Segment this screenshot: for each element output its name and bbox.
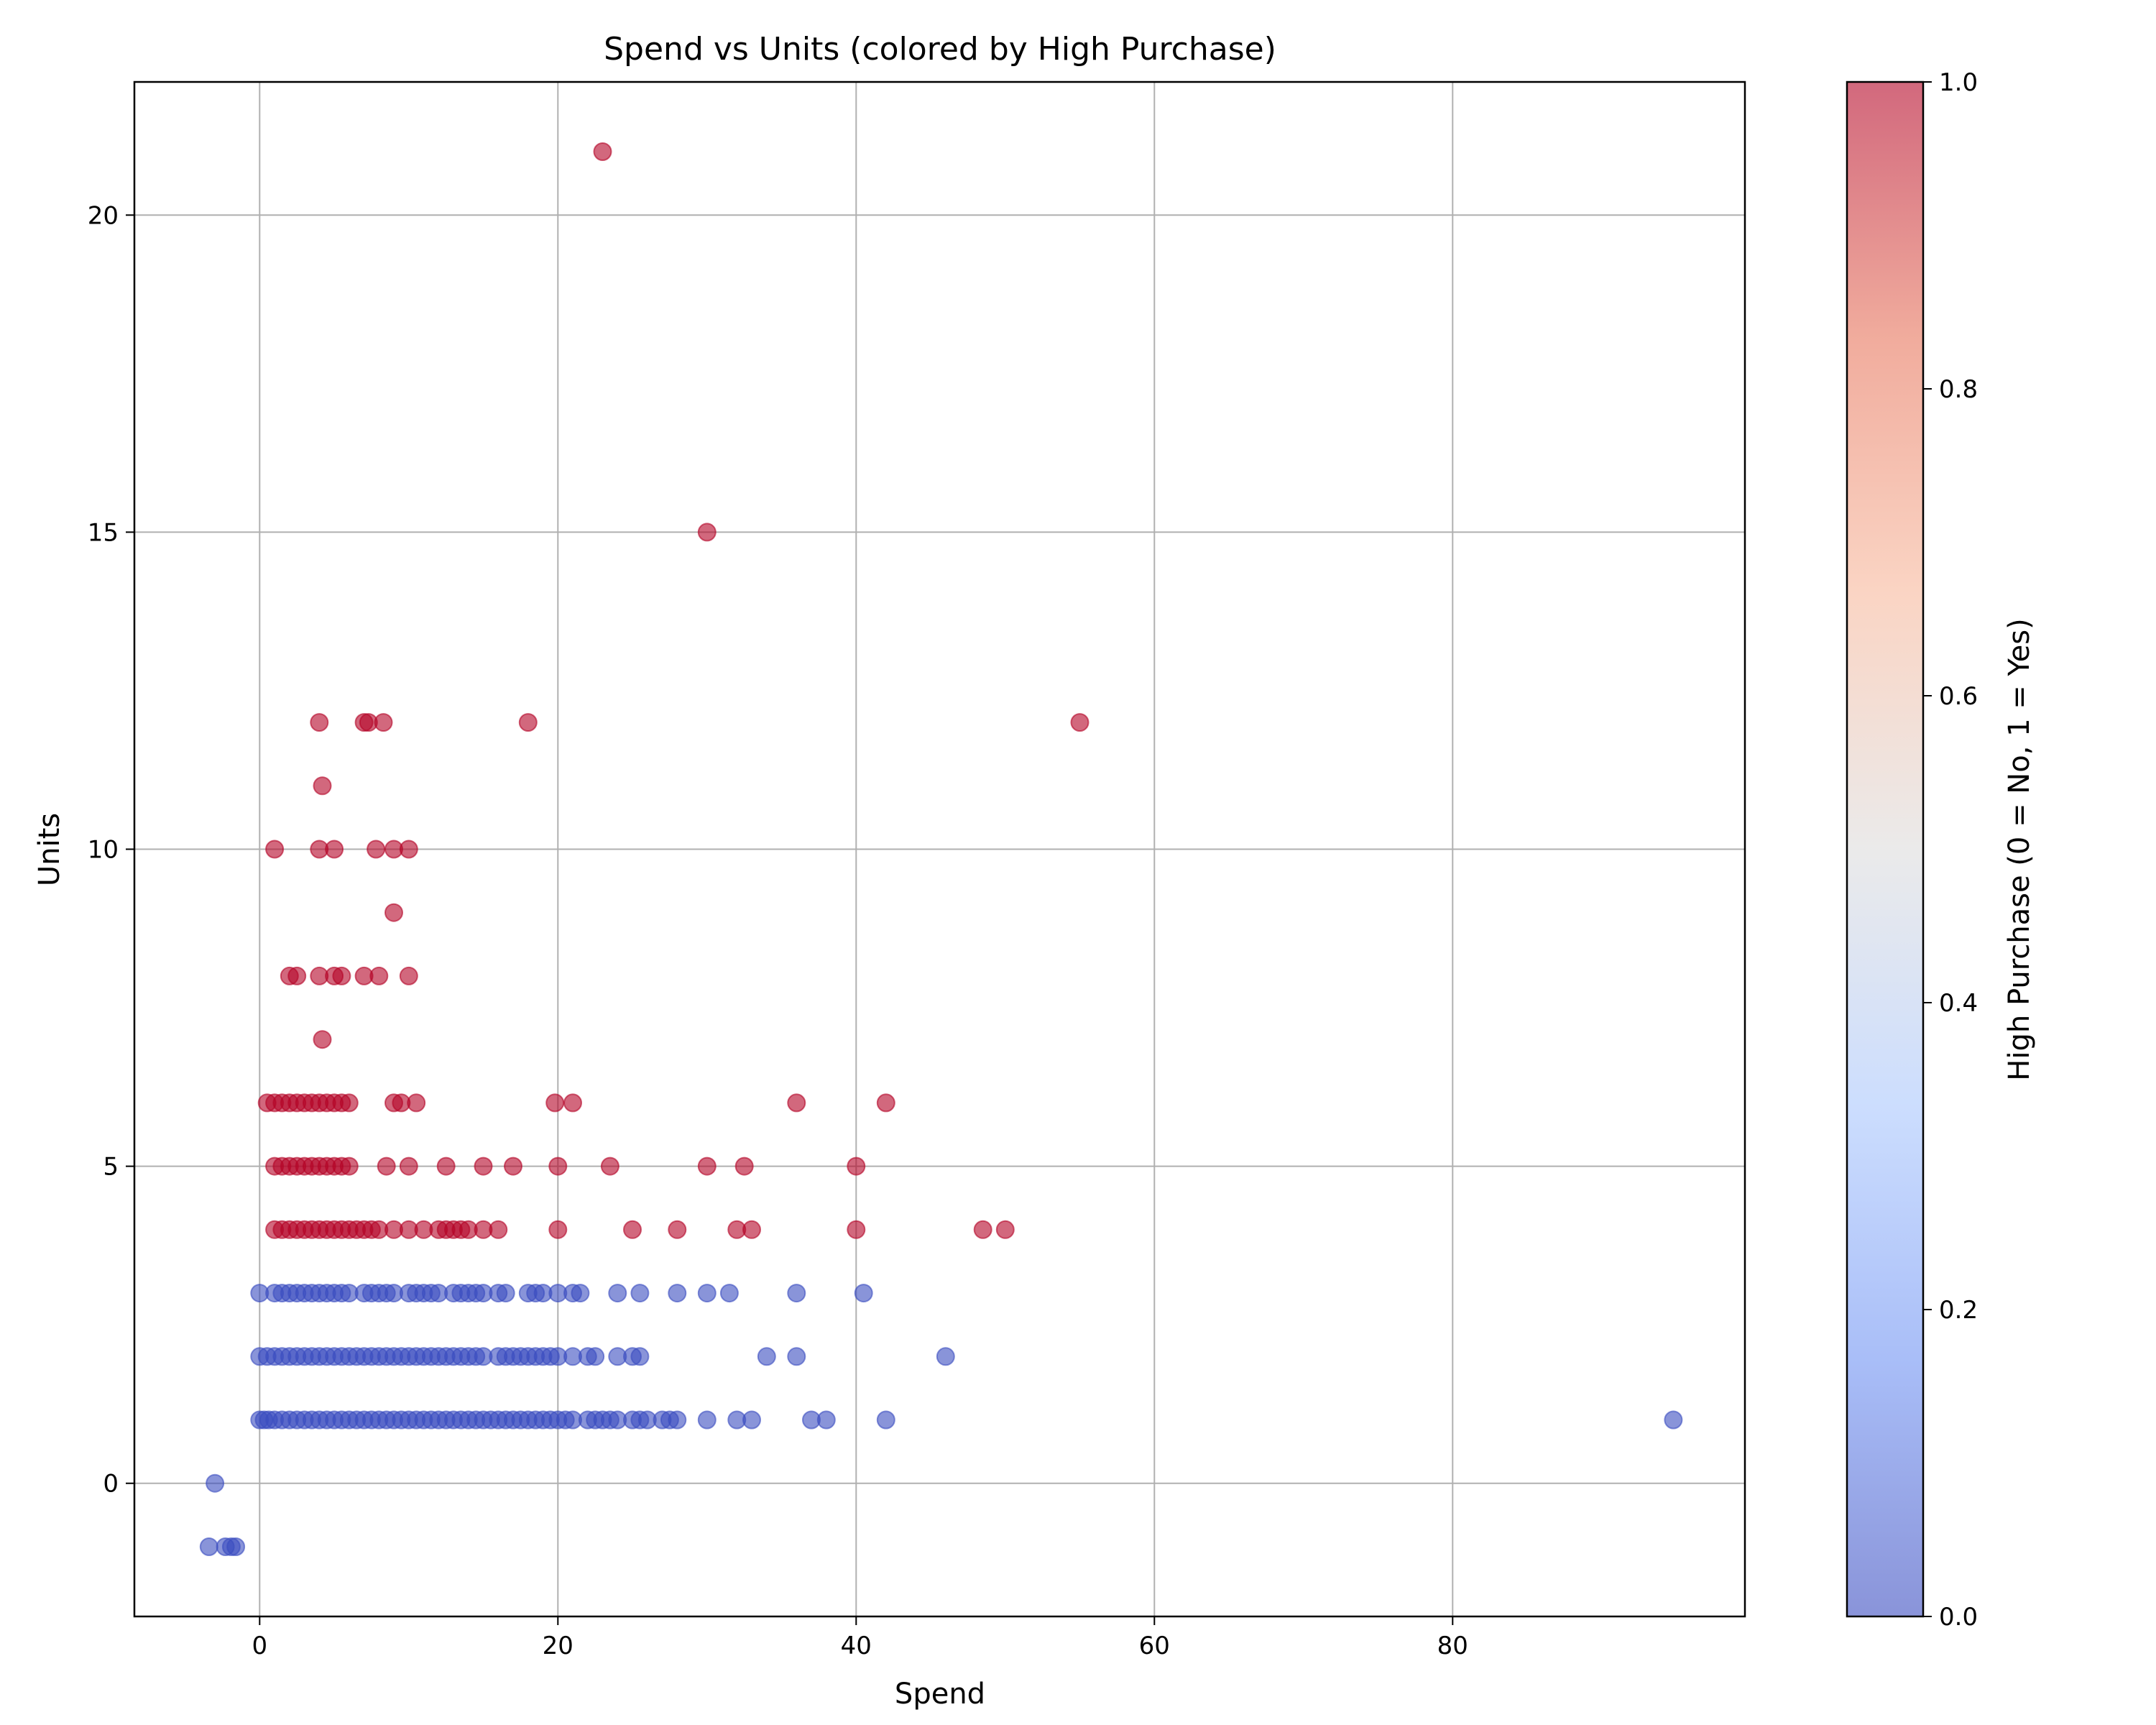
data-point-high: [310, 713, 329, 732]
x-tick-label: 0: [252, 1632, 267, 1660]
data-point-low: [1664, 1410, 1683, 1430]
data-point-low: [816, 1410, 836, 1430]
data-point-high: [399, 966, 418, 985]
colorbar: 0.0 0.2 0.4 0.6 0.8 1.0 High Purchase (0 = No…: [1846, 68, 2036, 1632]
x-axis-ticks: 0 20 40 60 80: [252, 1616, 1468, 1660]
data-point-high: [1070, 713, 1089, 732]
colorbar-tick-label: 0.8: [1939, 375, 1978, 404]
data-point-high: [545, 1093, 565, 1113]
data-point-low: [668, 1284, 687, 1303]
data-point-low: [787, 1284, 806, 1303]
data-point-high: [474, 1156, 493, 1176]
data-point-high: [367, 840, 386, 859]
data-point-high: [518, 713, 538, 732]
data-point-low: [571, 1284, 590, 1303]
data-point-high: [697, 523, 717, 542]
data-point-low: [496, 1284, 515, 1303]
data-point-low: [719, 1284, 739, 1303]
data-point-low: [630, 1284, 650, 1303]
data-point-high: [287, 966, 307, 985]
x-tick-label: 60: [1139, 1632, 1170, 1660]
y-axis-label: Units: [33, 813, 66, 886]
y-tick-label: 0: [103, 1470, 119, 1499]
data-point-low: [199, 1537, 218, 1556]
data-point-high: [973, 1220, 992, 1239]
data-point-low: [206, 1473, 225, 1493]
data-point-low: [630, 1347, 650, 1366]
data-point-low: [586, 1347, 605, 1366]
data-point-high: [876, 1093, 895, 1113]
data-point-high: [548, 1220, 568, 1239]
y-axis-ticks: 0 5 10 15 20: [88, 201, 134, 1499]
data-point-low: [697, 1410, 717, 1430]
data-point-high: [563, 1093, 582, 1113]
data-point-high: [325, 840, 344, 859]
colorbar-tick-label: 0.0: [1939, 1603, 1978, 1632]
x-axis-label: Spend: [895, 1678, 985, 1711]
data-point-high: [377, 1156, 396, 1176]
data-point-high: [399, 840, 418, 859]
data-point-high: [339, 1093, 359, 1113]
data-point-low: [787, 1347, 806, 1366]
data-point-low: [936, 1347, 955, 1366]
data-point-high: [548, 1156, 568, 1176]
data-point-high: [374, 713, 393, 732]
data-point-high: [332, 966, 351, 985]
y-tick-label: 15: [88, 518, 119, 547]
data-point-low: [876, 1410, 895, 1430]
data-point-high: [436, 1156, 456, 1176]
data-point-high: [265, 840, 285, 859]
data-point-high: [593, 142, 612, 161]
data-point-high: [504, 1156, 522, 1176]
data-point-high: [313, 1030, 332, 1049]
colorbar-ticks: 0.0 0.2 0.4 0.6 0.8 1.0: [1923, 68, 1978, 1632]
data-point-high: [384, 903, 403, 922]
data-point-high: [668, 1220, 687, 1239]
colorbar-label: High Purchase (0 = No, 1 = Yes): [2003, 618, 2036, 1080]
data-point-high: [623, 1220, 642, 1239]
data-point-low: [854, 1284, 873, 1303]
x-tick-label: 40: [841, 1632, 872, 1660]
data-point-high: [399, 1156, 418, 1176]
colorbar-tick-label: 0.2: [1939, 1296, 1978, 1325]
data-point-high: [697, 1156, 717, 1176]
colorbar-tick-label: 0.6: [1939, 682, 1978, 711]
data-point-high: [369, 966, 389, 985]
data-point-high: [600, 1156, 619, 1176]
x-tick-label: 80: [1437, 1632, 1468, 1660]
x-tick-label: 20: [543, 1632, 573, 1660]
y-tick-label: 20: [88, 201, 119, 230]
data-point-low: [757, 1347, 776, 1366]
data-point-low: [742, 1410, 761, 1430]
data-points: [199, 142, 1683, 1556]
data-point-high: [995, 1220, 1015, 1239]
data-point-low: [697, 1284, 717, 1303]
colorbar-fill: [1847, 82, 1923, 1616]
data-point-low: [226, 1537, 246, 1556]
data-point-low: [668, 1410, 687, 1430]
data-point-high: [742, 1220, 761, 1239]
colorbar-frame: [1846, 80, 1925, 1618]
data-point-high: [339, 1156, 359, 1176]
data-point-low: [608, 1284, 627, 1303]
colorbar-tick-label: 1.0: [1939, 68, 1978, 97]
y-tick-label: 5: [103, 1153, 119, 1182]
data-point-high: [787, 1093, 806, 1113]
data-point-high: [313, 776, 332, 796]
data-point-high: [489, 1220, 508, 1239]
data-point-high: [847, 1220, 866, 1239]
data-point-high: [734, 1156, 754, 1176]
chart-title: Spend vs Units (colored by High Purchase…: [604, 31, 1276, 68]
colorbar-tick-label: 0.4: [1939, 989, 1978, 1018]
data-point-high: [847, 1156, 866, 1176]
data-point-high: [407, 1093, 426, 1113]
y-tick-label: 10: [88, 836, 119, 865]
